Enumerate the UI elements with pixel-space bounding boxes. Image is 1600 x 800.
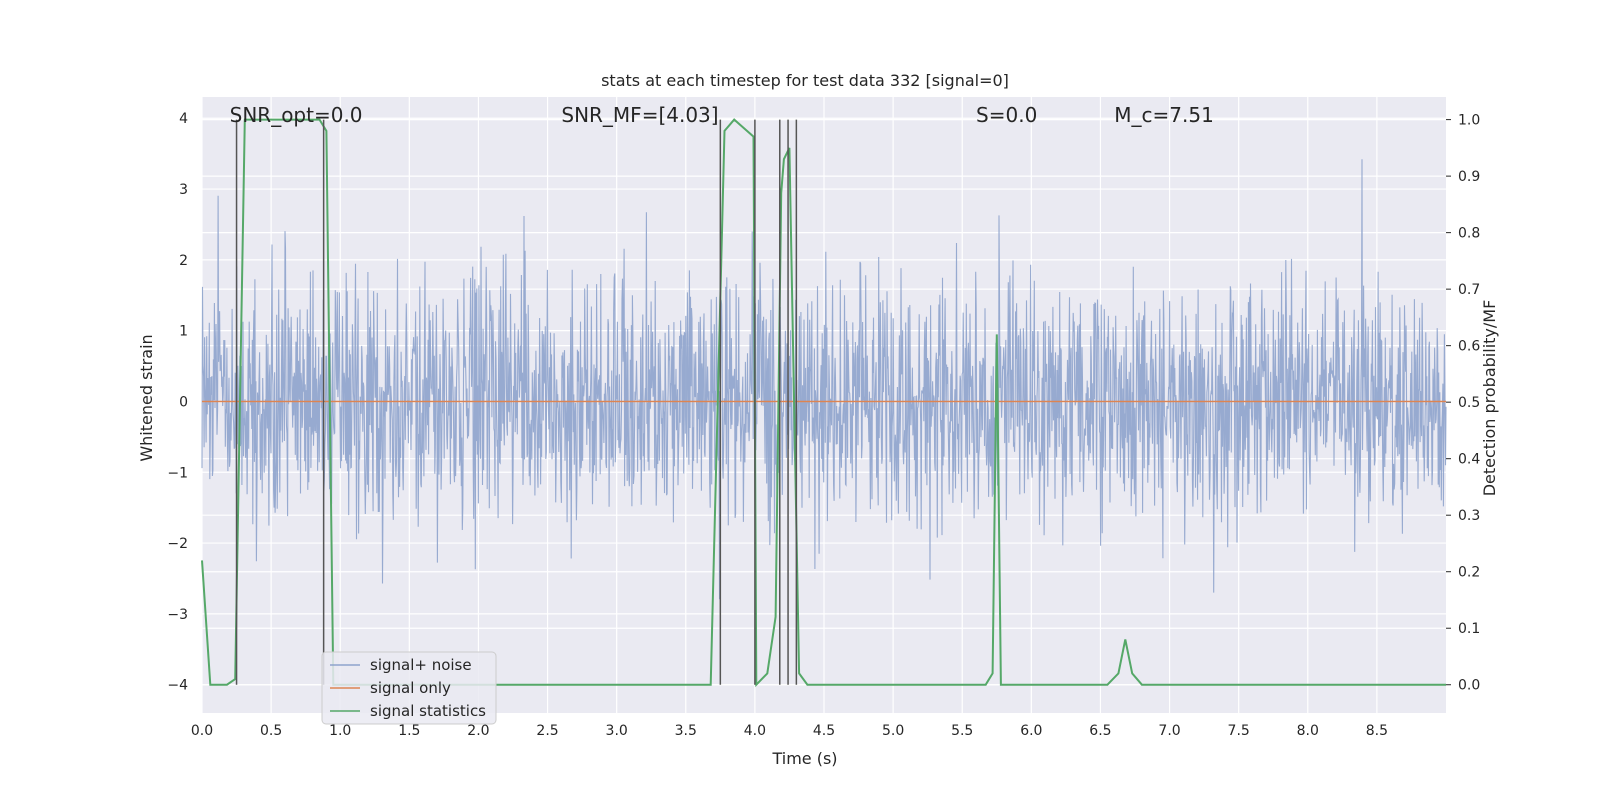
y-right-tick-label: 0.0 (1458, 678, 1480, 694)
x-tick-label: 8.0 (1297, 723, 1319, 739)
tick-group: 0.0 0.5 1.0 1.5 2.0 2.5 3.0 3.5 4.0 4.5 5.0 5.5 6.0 6… (167, 111, 1480, 739)
y-right-tick-label: 0.2 (1458, 565, 1480, 581)
x-tick-label: 5.0 (882, 723, 904, 739)
y-right-tick-label: 0.4 (1458, 452, 1480, 468)
x-tick-label: 7.5 (1228, 723, 1250, 739)
y-left-tick-label: 2 (179, 253, 188, 269)
y-right-tick-label: 0.8 (1458, 226, 1480, 242)
y-left-tick-label: −1 (167, 465, 188, 481)
y-right-tick-label: 0.1 (1458, 621, 1480, 637)
x-tick-label: 2.0 (467, 723, 489, 739)
y-right-tick-label: 0.6 (1458, 339, 1480, 355)
y-right-tick-label: 0.9 (1458, 169, 1480, 185)
y-right-tick-label: 1.0 (1458, 113, 1480, 129)
x-tick-label: 5.5 (951, 723, 973, 739)
x-tick-label: 4.0 (744, 723, 766, 739)
x-tick-label: 8.5 (1366, 723, 1388, 739)
series-signal-noise-line (201, 159, 1447, 600)
x-tick-label: 3.0 (606, 723, 628, 739)
annotation-0: SNR_opt=0.0 (230, 103, 363, 127)
x-tick-label: 6.0 (1020, 723, 1042, 739)
y-left-tick-label: −3 (167, 607, 188, 623)
annotation-1: SNR_MF=[4.03] (561, 103, 718, 127)
x-tick-label: 3.5 (675, 723, 697, 739)
x-tick-label: 7.0 (1158, 723, 1180, 739)
y-left-tick-label: −2 (167, 536, 188, 552)
x-tick-label: 0.5 (260, 723, 282, 739)
x-tick-label: 0.0 (191, 723, 213, 739)
legend-label-signal-noise: signal+ noise (370, 656, 472, 674)
x-tick-label: 2.5 (536, 723, 558, 739)
legend-label-signal-statistics: signal statistics (370, 702, 486, 720)
x-tick-label: 6.5 (1089, 723, 1111, 739)
annotation-group: SNR_opt=0.0 SNR_MF=[4.03] S=0.0 M_c=7.51 (230, 103, 1214, 127)
legend-box (321, 651, 497, 725)
annotation-3: M_c=7.51 (1114, 103, 1214, 127)
y-left-tick-label: 4 (179, 111, 188, 127)
x-tick-label: 1.5 (398, 723, 420, 739)
y-axis-right-label: Detection probability/MF (1480, 300, 1499, 497)
chart-title: stats at each timestep for test data 332… (601, 71, 1009, 90)
y-right-tick-label: 0.5 (1458, 395, 1480, 411)
x-axis-label: Time (s) (771, 749, 837, 768)
x-tick-label: 4.5 (813, 723, 835, 739)
vertical-marker-group (235, 119, 798, 685)
y-axis-left-label: Whitened strain (137, 334, 156, 461)
annotation-2: S=0.0 (976, 103, 1037, 127)
legend: signal+ noise signal only signal statist… (321, 651, 497, 725)
y-left-tick-label: 3 (179, 182, 188, 198)
legend-label-signal-only: signal only (370, 679, 451, 697)
y-left-tick-label: 0 (179, 394, 188, 410)
y-right-tick-label: 0.7 (1458, 282, 1480, 298)
y-left-tick-label: 1 (179, 324, 188, 340)
y-left-tick-label: −4 (167, 678, 188, 694)
y-right-tick-label: 0.3 (1458, 508, 1480, 524)
x-tick-label: 1.0 (329, 723, 351, 739)
